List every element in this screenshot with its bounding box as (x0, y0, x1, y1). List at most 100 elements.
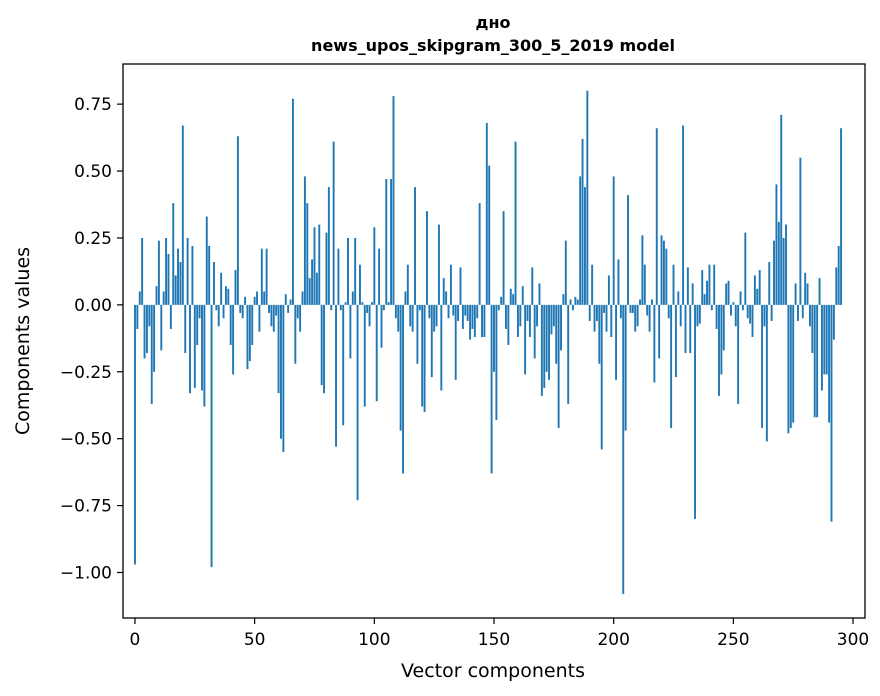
bar-80 (325, 232, 328, 305)
x-tick-label: 200 (597, 630, 629, 650)
bar-234 (694, 304, 697, 519)
bar-197 (605, 304, 608, 332)
bar-179 (562, 294, 565, 305)
bar-293 (835, 267, 838, 305)
bar-79 (323, 304, 326, 394)
bar-77 (318, 224, 321, 305)
bar-260 (756, 288, 759, 305)
bar-213 (643, 264, 646, 305)
bar-281 (806, 283, 809, 305)
bar-294 (837, 245, 840, 305)
bar-129 (442, 278, 445, 305)
bar-46 (244, 296, 247, 305)
bar-182 (569, 299, 572, 305)
bar-124 (430, 304, 433, 378)
bar-247 (725, 283, 728, 305)
bar-266 (770, 304, 773, 321)
bar-91 (351, 291, 354, 305)
bar-218 (655, 128, 658, 305)
bar-268 (775, 184, 778, 305)
y-tick-label: −0.75 (60, 497, 112, 517)
bar-126 (435, 304, 438, 327)
bar-177 (557, 304, 560, 428)
bar-52 (258, 304, 261, 332)
bar-111 (399, 304, 402, 431)
bar-61 (280, 304, 282, 439)
bar-290 (828, 304, 831, 423)
bar-9 (155, 286, 158, 305)
bar-267 (773, 240, 775, 305)
bar-38 (224, 286, 227, 305)
bar-230 (684, 304, 687, 354)
bar-47 (246, 304, 249, 370)
bar-280 (804, 272, 807, 305)
bar-81 (327, 187, 330, 305)
bar-163 (524, 304, 527, 375)
x-tick-label: 0 (130, 630, 141, 650)
bar-289 (825, 304, 828, 375)
bar-121 (423, 304, 426, 412)
bar-45 (241, 304, 244, 319)
bar-226 (674, 304, 677, 378)
bar-261 (758, 270, 761, 305)
bar-28 (201, 304, 203, 391)
bar-117 (414, 187, 416, 305)
bar-170 (540, 304, 543, 396)
bar-27 (198, 304, 201, 319)
bar-175 (552, 304, 555, 327)
bar-220 (660, 235, 663, 305)
bar-288 (823, 304, 826, 375)
x-tick-label: 250 (717, 630, 749, 650)
bar-184 (574, 296, 577, 305)
bar-251 (734, 304, 737, 327)
bar-134 (454, 304, 457, 380)
bar-4 (143, 304, 146, 359)
bar-94 (359, 264, 361, 305)
bar-168 (536, 304, 539, 327)
bar-76 (315, 272, 318, 305)
bar-263 (763, 304, 766, 327)
bar-178 (560, 304, 562, 351)
bar-292 (832, 304, 835, 340)
bar-183 (572, 304, 574, 311)
bar-130 (445, 291, 448, 305)
bar-34 (215, 304, 218, 311)
bar-257 (749, 304, 752, 324)
x-axis-label: Vector components (401, 660, 585, 682)
bar-18 (177, 248, 179, 305)
bar-152 (497, 304, 500, 311)
bar-149 (490, 304, 493, 474)
x-tick-label: 300 (837, 630, 869, 650)
bar-101 (375, 304, 378, 402)
bar-277 (797, 304, 799, 321)
bar-118 (416, 304, 419, 364)
bar-187 (581, 138, 584, 305)
bar-285 (816, 304, 819, 418)
bar-295 (840, 128, 843, 305)
bar-128 (440, 304, 443, 391)
bar-195 (600, 304, 603, 450)
bar-96 (363, 304, 366, 407)
bar-39 (227, 288, 230, 305)
bar-84 (335, 304, 337, 447)
bar-100 (373, 227, 376, 305)
bar-169 (538, 283, 541, 305)
bar-56 (268, 304, 270, 313)
bar-143 (476, 304, 479, 319)
bar-140 (469, 304, 472, 340)
bar-132 (449, 264, 452, 305)
bar-25 (193, 304, 196, 388)
bar-225 (672, 264, 675, 305)
bar-22 (186, 237, 189, 305)
bar-122 (426, 211, 428, 305)
bar-30 (205, 216, 208, 305)
bar-203 (619, 304, 622, 319)
bar-236 (698, 304, 701, 324)
bar-113 (404, 291, 407, 305)
bar-86 (339, 304, 342, 311)
bar-172 (545, 304, 548, 372)
bar-284 (813, 304, 816, 418)
bar-243 (715, 304, 718, 329)
bar-210 (636, 304, 639, 327)
bar-93 (356, 304, 359, 501)
